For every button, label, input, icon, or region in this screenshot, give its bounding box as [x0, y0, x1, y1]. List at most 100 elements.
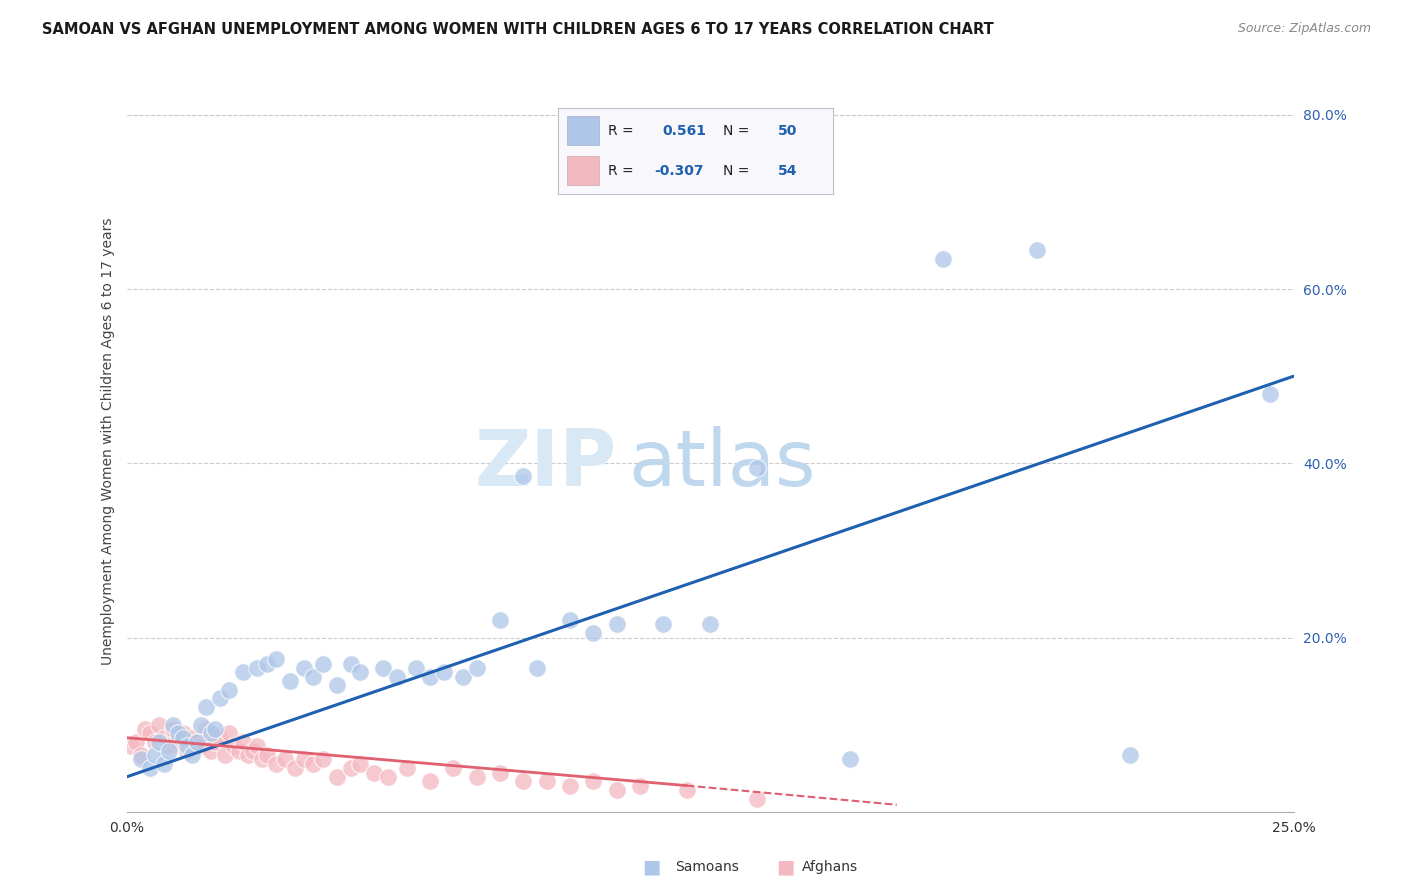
Point — [153, 731, 176, 745]
Point — [419, 774, 441, 789]
Point — [558, 779, 581, 793]
Point — [339, 761, 361, 775]
Text: -0.307: -0.307 — [654, 163, 704, 178]
Point — [222, 739, 245, 754]
Text: ZIP: ZIP — [474, 425, 617, 502]
Text: N =: N = — [723, 163, 749, 178]
Y-axis label: Unemployment Among Women with Children Ages 6 to 17 years: Unemployment Among Women with Children A… — [101, 218, 115, 665]
Point — [204, 735, 226, 749]
Point — [395, 761, 418, 775]
Point — [278, 674, 301, 689]
Point — [433, 665, 456, 680]
Point — [1025, 243, 1047, 257]
Point — [148, 717, 170, 731]
Point — [377, 770, 399, 784]
Text: atlas: atlas — [628, 425, 815, 502]
Point — [264, 652, 287, 666]
Point — [162, 722, 184, 736]
Bar — [567, 156, 599, 185]
Text: 0.561: 0.561 — [662, 123, 707, 137]
Text: ■: ■ — [776, 857, 794, 877]
Point — [628, 779, 651, 793]
Point — [451, 670, 474, 684]
Point — [186, 735, 208, 749]
Bar — [567, 116, 599, 145]
Point — [143, 735, 166, 749]
Point — [349, 665, 371, 680]
Point — [339, 657, 361, 671]
Text: 50: 50 — [778, 123, 797, 137]
Point — [200, 744, 222, 758]
Point — [512, 469, 534, 483]
Point — [489, 765, 512, 780]
Point — [157, 739, 180, 754]
Point — [208, 691, 231, 706]
Point — [176, 739, 198, 754]
Point — [558, 613, 581, 627]
Point — [190, 739, 212, 754]
Point — [512, 774, 534, 789]
Point — [256, 748, 278, 763]
Point — [218, 726, 240, 740]
Text: Afghans: Afghans — [801, 860, 858, 874]
Point — [489, 613, 512, 627]
Point — [246, 661, 269, 675]
Point — [292, 752, 315, 766]
Point — [180, 748, 202, 763]
Point — [148, 735, 170, 749]
Point — [387, 670, 409, 684]
Point — [172, 731, 194, 745]
Point — [465, 770, 488, 784]
Point — [536, 774, 558, 789]
Point — [120, 739, 142, 754]
Point — [172, 726, 194, 740]
Text: Source: ZipAtlas.com: Source: ZipAtlas.com — [1237, 22, 1371, 36]
Point — [134, 722, 156, 736]
Point — [745, 791, 768, 805]
Point — [200, 726, 222, 740]
Point — [218, 682, 240, 697]
Point — [325, 770, 347, 784]
Point — [167, 726, 190, 740]
Point — [419, 670, 441, 684]
Point — [606, 617, 628, 632]
Text: SAMOAN VS AFGHAN UNEMPLOYMENT AMONG WOMEN WITH CHILDREN AGES 6 TO 17 YEARS CORRE: SAMOAN VS AFGHAN UNEMPLOYMENT AMONG WOME… — [42, 22, 994, 37]
Point — [302, 756, 325, 771]
Text: 54: 54 — [778, 163, 797, 178]
Point — [190, 717, 212, 731]
Point — [274, 752, 297, 766]
Point — [180, 731, 202, 745]
Point — [373, 661, 395, 675]
Point — [349, 756, 371, 771]
Point — [129, 752, 152, 766]
Point — [214, 748, 236, 763]
Point — [441, 761, 464, 775]
Point — [363, 765, 385, 780]
Point — [302, 670, 325, 684]
Text: R =: R = — [607, 163, 633, 178]
Text: ■: ■ — [643, 857, 661, 877]
Point — [143, 748, 166, 763]
Point — [246, 739, 269, 754]
Point — [264, 756, 287, 771]
Point — [228, 744, 250, 758]
Point — [232, 665, 254, 680]
Point — [250, 752, 273, 766]
Point — [284, 761, 307, 775]
Point — [652, 617, 675, 632]
Point — [157, 744, 180, 758]
Point — [167, 735, 190, 749]
Point — [582, 626, 605, 640]
Point — [186, 735, 208, 749]
Point — [311, 657, 333, 671]
Point — [745, 460, 768, 475]
Point — [1258, 386, 1281, 401]
Point — [311, 752, 333, 766]
Point — [405, 661, 427, 675]
Point — [194, 722, 217, 736]
Point — [699, 617, 721, 632]
Point — [242, 744, 264, 758]
Point — [1119, 748, 1142, 763]
Point — [162, 717, 184, 731]
Point — [526, 661, 548, 675]
